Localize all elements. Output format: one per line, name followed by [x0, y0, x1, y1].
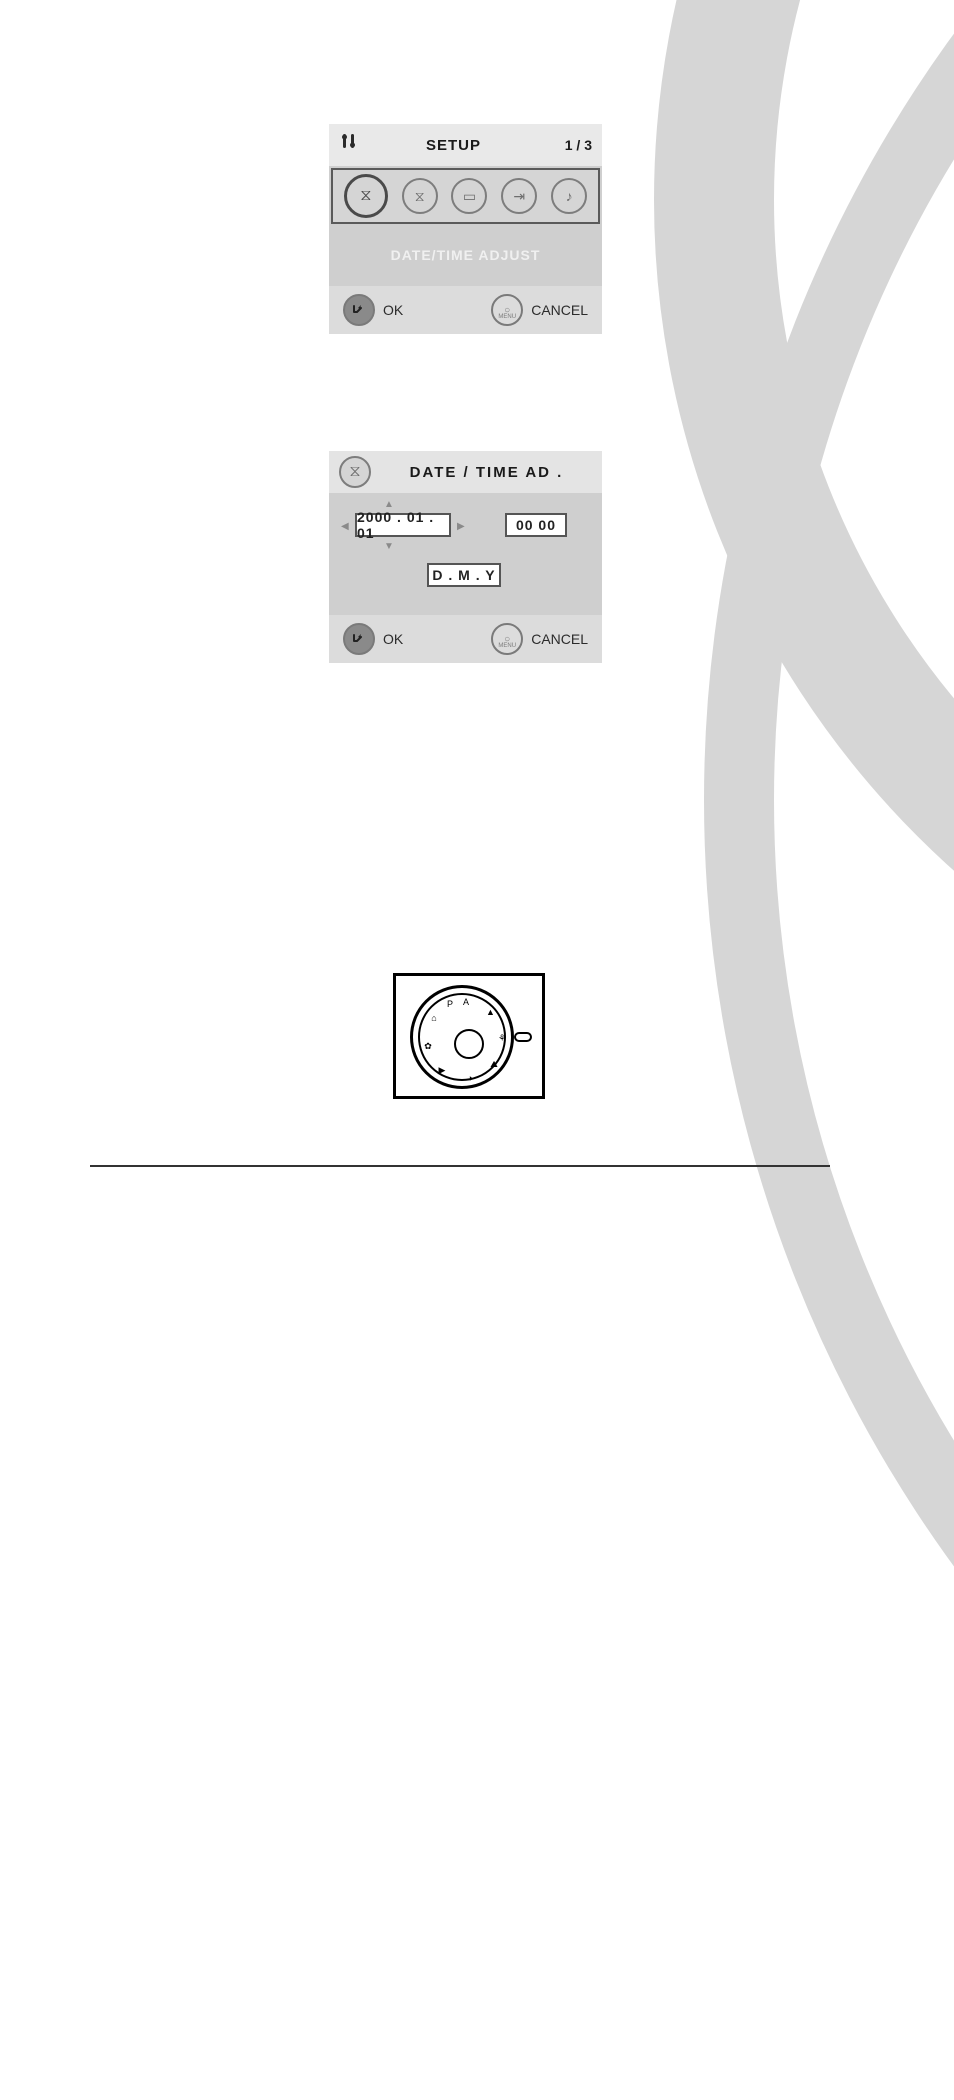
datetime-panel: ⧖ DATE / TIME AD . ▲ ◀ 2000 . 01 . 01 ▶ … [329, 451, 602, 663]
menu-sub-label: MENU [498, 643, 516, 649]
arrow-in-icon: ⇥ [513, 188, 525, 205]
mode-dial[interactable]: A ▲ ⚘ ⛰ ◑ ▶ ✿ ⌂ P [410, 985, 514, 1089]
setup-page-indicator: 1 / 3 [548, 137, 592, 153]
datetime-body: ▲ ◀ 2000 . 01 . 01 ▶ ▼ 00 00 D . M . Y [329, 493, 602, 615]
dial-mark-4: ◑ [466, 1073, 474, 1081]
datetime-footer: OK ○ MENU CANCEL [329, 615, 602, 663]
page-divider [90, 1165, 830, 1167]
dial-mark-5: ▶ [438, 1065, 446, 1073]
clock-icon: ⧖ [415, 188, 425, 205]
date-field[interactable]: 2000 . 01 . 01 [355, 513, 451, 537]
setup-title: SETUP [369, 137, 538, 154]
dial-mark-2: ⚘ [498, 1033, 506, 1041]
card-icon: ▭ [463, 188, 476, 205]
time-field[interactable]: 00 00 [505, 513, 567, 537]
format-value: D . M . Y [432, 567, 495, 583]
setup-icon-row: ⧖ ⧖ ▭ ⇥ ♪ [331, 168, 600, 224]
setup-icon-1[interactable]: ⧖ [402, 178, 438, 214]
ok-label: OK [383, 302, 403, 318]
datetime-header-icon: ⧖ [339, 456, 371, 488]
ok-button-icon[interactable] [343, 294, 375, 326]
sound-icon: ♪ [566, 188, 573, 204]
mode-dial-box: A ▲ ⚘ ⛰ ◑ ▶ ✿ ⌂ P [393, 973, 545, 1099]
clock-pair-icon: ⧖ [360, 187, 371, 205]
dial-mark-3: ⛰ [490, 1059, 498, 1067]
mode-dial-center [454, 1029, 484, 1059]
dial-mark-7: ⌂ [430, 1013, 438, 1021]
clock-pair-icon: ⧖ [349, 463, 360, 481]
setup-header: SETUP 1 / 3 [329, 124, 602, 166]
cancel-label: CANCEL [531, 302, 588, 318]
tools-icon [339, 132, 359, 158]
setup-icon-3[interactable]: ⇥ [501, 178, 537, 214]
date-value: 2000 . 01 . 01 [357, 509, 449, 541]
cancel-label: CANCEL [531, 631, 588, 647]
right-arrow-icon[interactable]: ▶ [457, 521, 465, 532]
left-arrow-icon[interactable]: ◀ [341, 521, 349, 532]
dial-mark-6: ✿ [424, 1041, 432, 1049]
cancel-button-icon[interactable]: ○ MENU [491, 623, 523, 655]
dial-mark-1: ▲ [486, 1007, 494, 1015]
ok-label: OK [383, 631, 403, 647]
menu-sub-label: MENU [498, 314, 516, 320]
setup-icon-4[interactable]: ♪ [551, 178, 587, 214]
format-field[interactable]: D . M . Y [427, 563, 501, 587]
mode-dial-ring: A ▲ ⚘ ⛰ ◑ ▶ ✿ ⌂ P [418, 993, 506, 1081]
down-arrow-icon[interactable]: ▼ [384, 541, 394, 552]
setup-panel: SETUP 1 / 3 ⧖ ⧖ ▭ ⇥ ♪ DATE/TIME ADJUST O… [329, 124, 602, 334]
datetime-title: DATE / TIME AD . [381, 464, 592, 481]
setup-icon-0[interactable]: ⧖ [344, 174, 388, 218]
ok-button-icon[interactable] [343, 623, 375, 655]
setup-icon-2[interactable]: ▭ [451, 178, 487, 214]
setup-mid-label: DATE/TIME ADJUST [329, 224, 602, 286]
setup-footer: OK ○ MENU CANCEL [329, 286, 602, 334]
dial-mark-8: P [446, 999, 454, 1007]
dial-mark-0: A [462, 997, 470, 1005]
time-value: 00 00 [516, 517, 556, 533]
dial-side-button[interactable] [514, 1032, 532, 1042]
datetime-header: ⧖ DATE / TIME AD . [329, 451, 602, 493]
cancel-button-icon[interactable]: ○ MENU [491, 294, 523, 326]
